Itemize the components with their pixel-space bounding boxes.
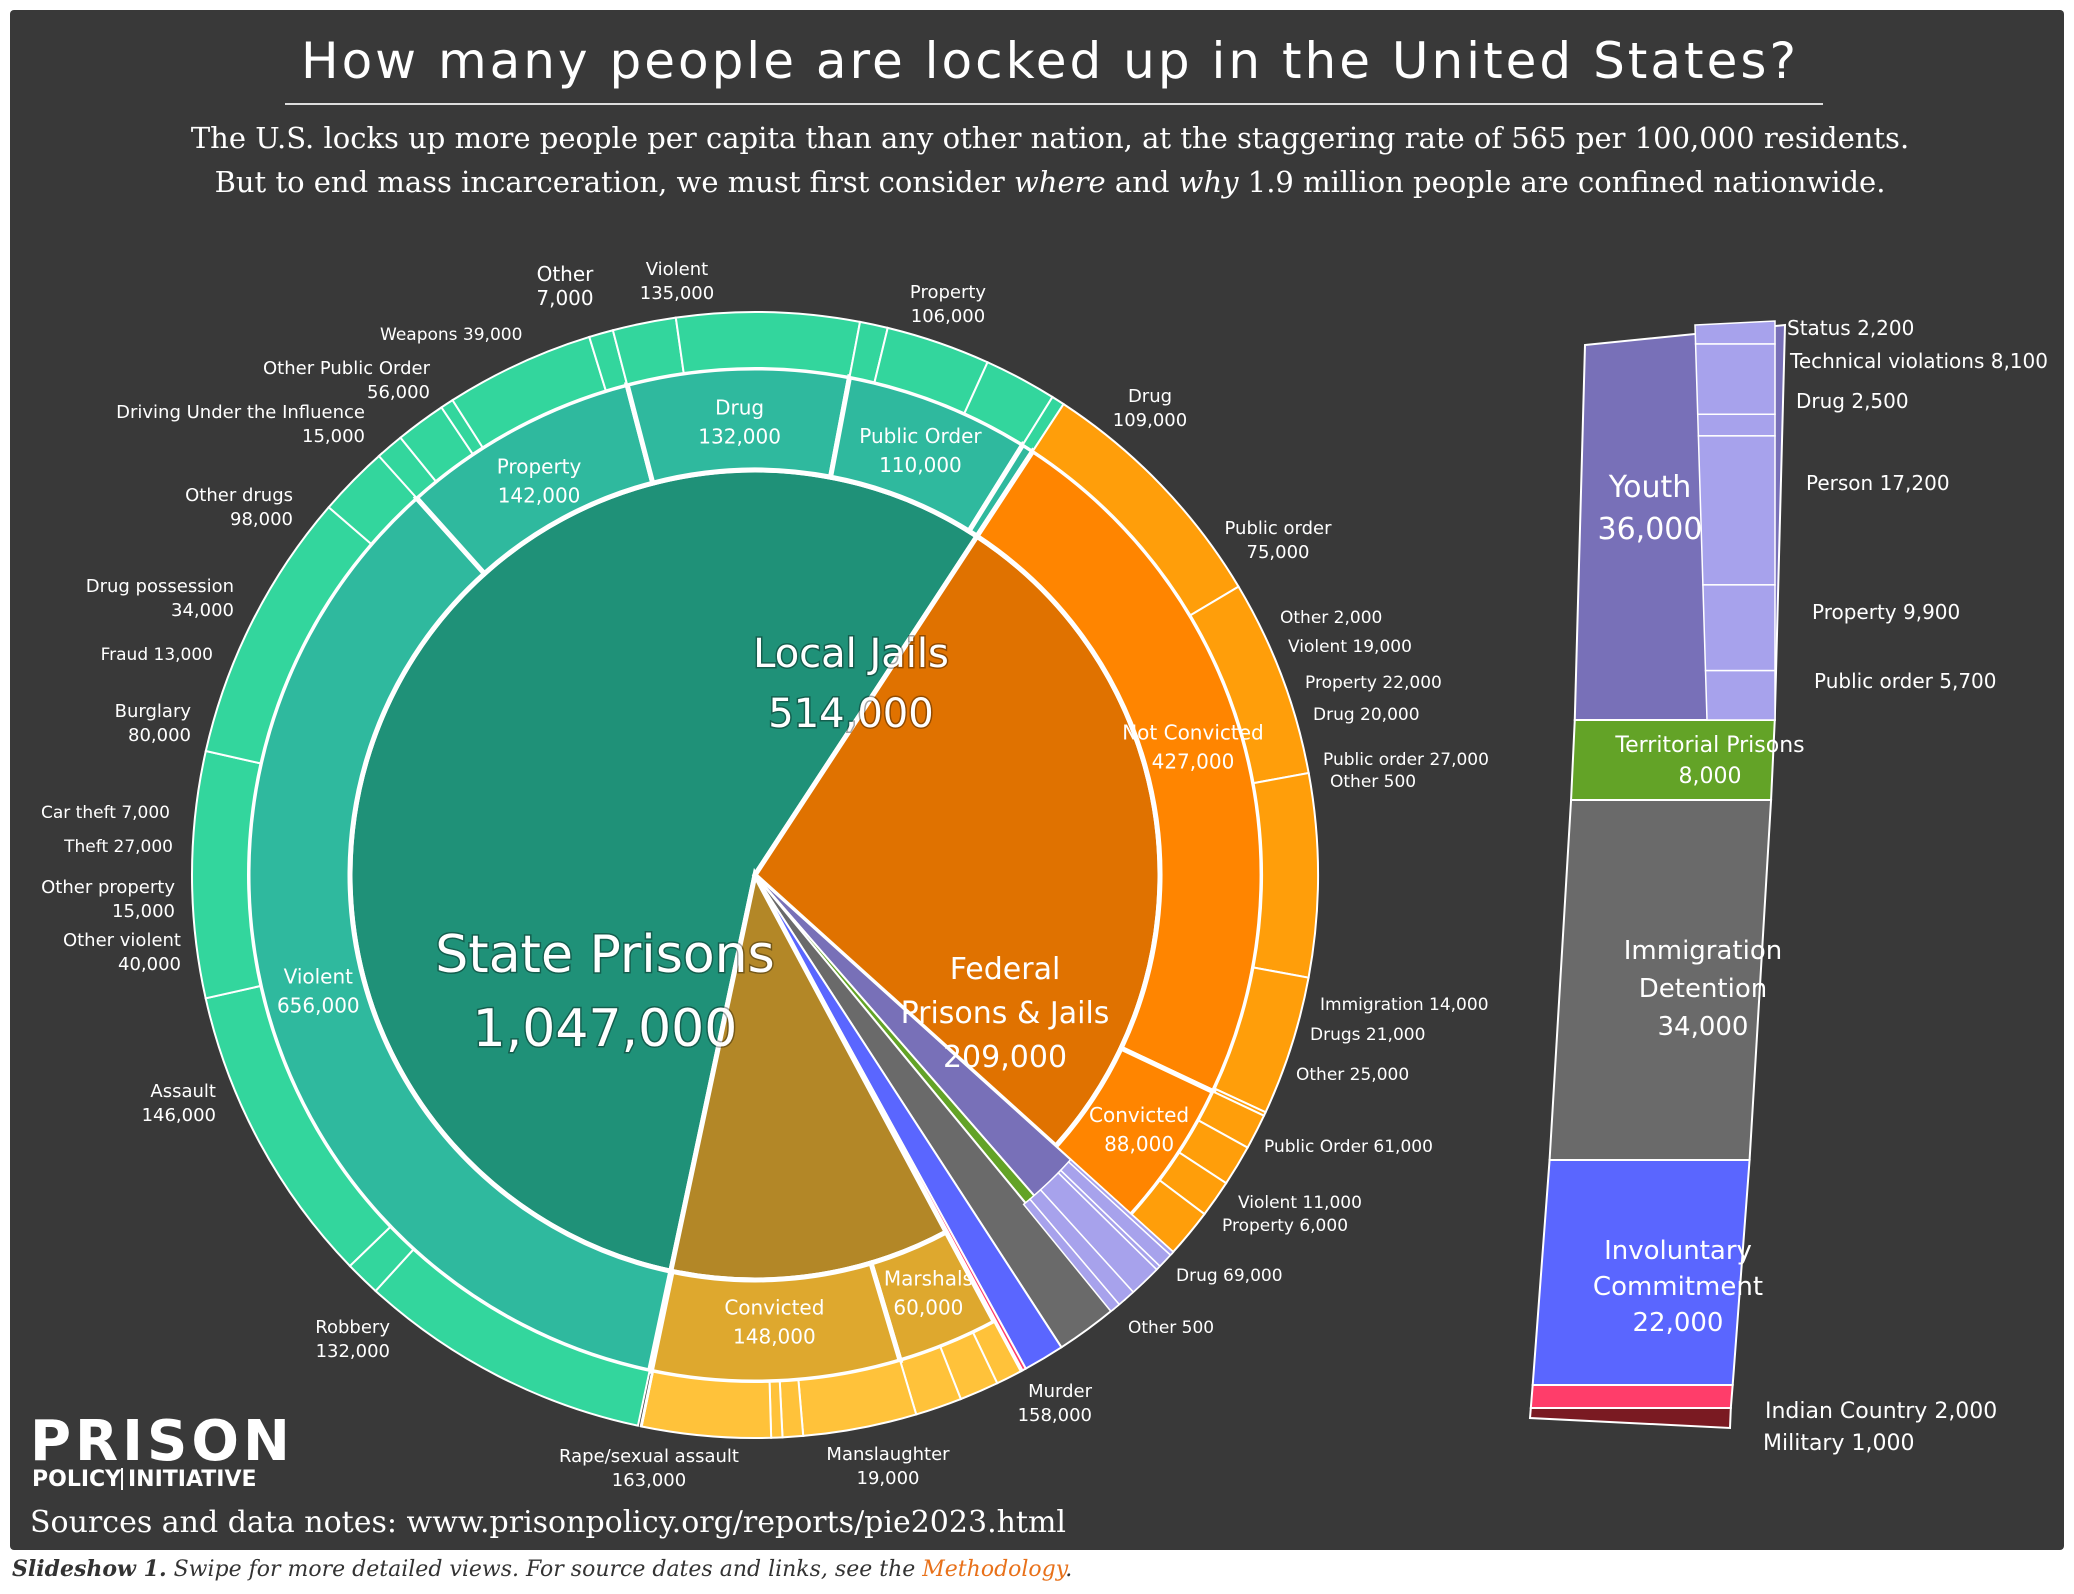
label-local-jails: Local Jails 514,000 xyxy=(753,631,949,737)
label-federal: Federal Prisons & Jails 209,000 xyxy=(901,952,1110,1075)
subtitle-line-2: But to end mass incarceration, we must f… xyxy=(215,165,1886,199)
outer-label-public-order-61-000: Public Order 61,000 xyxy=(1264,1137,1433,1157)
slice-federal-prisons-jails-convicted-violent xyxy=(778,1379,805,1439)
sources-note: Sources and data notes: www.prisonpolicy… xyxy=(30,1505,1066,1540)
outer-label-other-500: Other 500 xyxy=(1128,1318,1214,1338)
outer-label-property-6-000: Property 6,000 xyxy=(1222,1216,1348,1236)
logo-prison: PRISON xyxy=(30,1409,294,1474)
subtitle-where: where xyxy=(1014,165,1106,199)
logo-initiative: INITIATIVE xyxy=(128,1467,257,1492)
outer-label-theft-27-000: Theft 27,000 xyxy=(63,837,173,857)
label-youth: Youth 36,000 xyxy=(1598,470,1703,547)
label-federal-prisons-jails-convicted: Convicted 148,000 xyxy=(724,1296,824,1349)
bar-youth-drug xyxy=(1696,413,1776,437)
outer-label-violent: Violent 135,000 xyxy=(640,259,714,304)
outer-label-assault: Assault 146,000 xyxy=(142,1081,216,1126)
subtitle-line-1: The U.S. locks up more people per capita… xyxy=(191,121,1909,155)
outer-label-manslaughter: Manslaughter 19,000 xyxy=(826,1444,950,1489)
outer-label-other-drugs: Other drugs 98,000 xyxy=(185,485,293,530)
outer-label-murder: Murder 158,000 xyxy=(1018,1381,1093,1426)
outer-label-violent-11-000: Violent 11,000 xyxy=(1238,1193,1362,1213)
bar-military xyxy=(1528,1407,1732,1430)
caption-bold: Slideshow 1. xyxy=(12,1556,167,1582)
outer-label-public-order: Public order 75,000 xyxy=(1225,518,1333,563)
outer-label-immigration-14-000: Immigration 14,000 xyxy=(1320,995,1489,1015)
outer-label-robbery: Robbery 132,000 xyxy=(315,1317,390,1362)
label-local-jails-not-convicted: Not Convicted 427,000 xyxy=(1122,721,1264,774)
outer-label-other: Other 7,000 xyxy=(536,262,594,310)
label-territorial: Territorial Prisons 8,000 xyxy=(1614,733,1804,789)
outer-label-driving-under-the-influence: Driving Under the Influence 15,000 xyxy=(116,402,365,447)
label-youth-status: Status 2,200 xyxy=(1787,316,1914,340)
nested-pie-chart xyxy=(191,311,1319,1439)
subtitle-line-2-pre: But to end mass incarceration, we must f… xyxy=(215,165,1014,199)
caption-text: Swipe for more detailed views. For sourc… xyxy=(166,1557,923,1582)
label-state-prisons-property: Property 142,000 xyxy=(497,454,582,507)
label-immigration: Immigration Detention 34,000 xyxy=(1624,936,1782,1042)
label-military: Military 1,000 xyxy=(1763,1431,1914,1456)
caption-end: . xyxy=(1065,1557,1073,1582)
outer-label-rape-sexual-assault: Rape/sexual assault 163,000 xyxy=(559,1446,739,1491)
label-youth-drug: Drug 2,500 xyxy=(1796,389,1909,413)
bar-youth-property xyxy=(1702,584,1776,672)
outer-label-property: Property 106,000 xyxy=(910,282,987,327)
outer-label-drugs-21-000: Drugs 21,000 xyxy=(1310,1025,1425,1045)
slice-local-jails-not-convicted-drug xyxy=(1252,771,1319,979)
label-state-prisons-drug: Drug 132,000 xyxy=(698,395,781,448)
bar-youth-status xyxy=(1694,320,1776,345)
slideshow-caption: Slideshow 1. Swipe for more detailed vie… xyxy=(12,1556,1072,1582)
prison-policy-logo: PRISON POLICY INITIATIVE xyxy=(30,1409,294,1492)
label-state-prisons-violent: Violent 656,000 xyxy=(277,965,360,1018)
outer-label-other-500: Other 500 xyxy=(1330,772,1416,792)
slice-youth-public-order xyxy=(1022,1198,1121,1313)
label-involuntary: Involuntary Commitment 22,000 xyxy=(1593,1236,1763,1338)
outer-label-drug-possession: Drug possession 34,000 xyxy=(86,576,234,621)
outer-label-public-order-27-000: Public order 27,000 xyxy=(1323,750,1489,770)
outer-label-drug: Drug 109,000 xyxy=(1113,386,1187,431)
subtitle-why: why xyxy=(1179,165,1240,199)
label-state-prisons: State Prisons 1,047,000 xyxy=(435,925,774,1059)
outer-label-other-25-000: Other 25,000 xyxy=(1296,1065,1409,1085)
bar-indian-country xyxy=(1529,1384,1734,1409)
slice-state-prisons-drug-drug-possession xyxy=(611,316,685,386)
slice-federal-prisons-jails-convicted xyxy=(648,1259,904,1385)
outer-label-violent-19-000: Violent 19,000 xyxy=(1288,637,1412,657)
outer-label-fraud-13-000: Fraud 13,000 xyxy=(101,645,213,665)
bar-territorial-prisons xyxy=(1570,719,1776,801)
subtitle-and: and xyxy=(1106,165,1179,199)
slice-federal-prisons-jails-convicted-drug xyxy=(640,1370,773,1439)
label-federal-prisons-jails-marshals: Marshals 60,000 xyxy=(884,1267,973,1320)
logo-policy: POLICY xyxy=(32,1467,122,1492)
chart-title: How many people are locked up in the Uni… xyxy=(301,32,1799,90)
outer-label-other-2-000: Other 2,000 xyxy=(1280,608,1382,628)
chart-labels: State Prisons 1,047,000 Local Jails 514,000… xyxy=(41,259,2048,1491)
slice-state-prisons-drug-other-drugs xyxy=(674,311,862,379)
outer-label-drug-20-000: Drug 20,000 xyxy=(1313,705,1420,725)
label-youth-public-order: Public order 5,700 xyxy=(1814,669,1997,693)
methodology-link[interactable]: Methodology xyxy=(922,1557,1066,1582)
stacked-bar-column xyxy=(1528,320,1787,1430)
outer-label-burglary: Burglary 80,000 xyxy=(115,701,192,746)
slice-federal-prisons-jails-convicted-other xyxy=(639,1370,655,1428)
outer-label-other-violent: Other violent 40,000 xyxy=(63,930,181,975)
outer-label-car-theft-7-000: Car theft 7,000 xyxy=(41,803,170,823)
label-local-jails-convicted: Convicted 88,000 xyxy=(1089,1103,1189,1156)
bar-youth-technical-violations xyxy=(1694,343,1776,415)
label-youth-person: Person 17,200 xyxy=(1806,471,1950,495)
label-state-prisons-public-order: Public Order 110,000 xyxy=(859,424,982,477)
bar-youth-person xyxy=(1697,435,1776,586)
bar-youth-public-order xyxy=(1704,669,1776,721)
label-youth-property: Property 9,900 xyxy=(1812,600,1960,624)
subtitle-line-2-post: 1.9 million people are confined nationwi… xyxy=(1239,165,1886,199)
outer-label-other-property: Other property 15,000 xyxy=(41,877,175,922)
outer-label-weapons-39-000: Weapons 39,000 xyxy=(380,325,522,345)
outer-label-drug-69-000: Drug 69,000 xyxy=(1176,1266,1283,1286)
label-youth-technical-violations: Technical violations 8,100 xyxy=(1789,349,2048,373)
label-indian-country: Indian Country 2,000 xyxy=(1765,1399,1997,1424)
outer-label-property-22-000: Property 22,000 xyxy=(1305,673,1442,693)
outer-label-other-public-order: Other Public Order 56,000 xyxy=(263,358,431,403)
